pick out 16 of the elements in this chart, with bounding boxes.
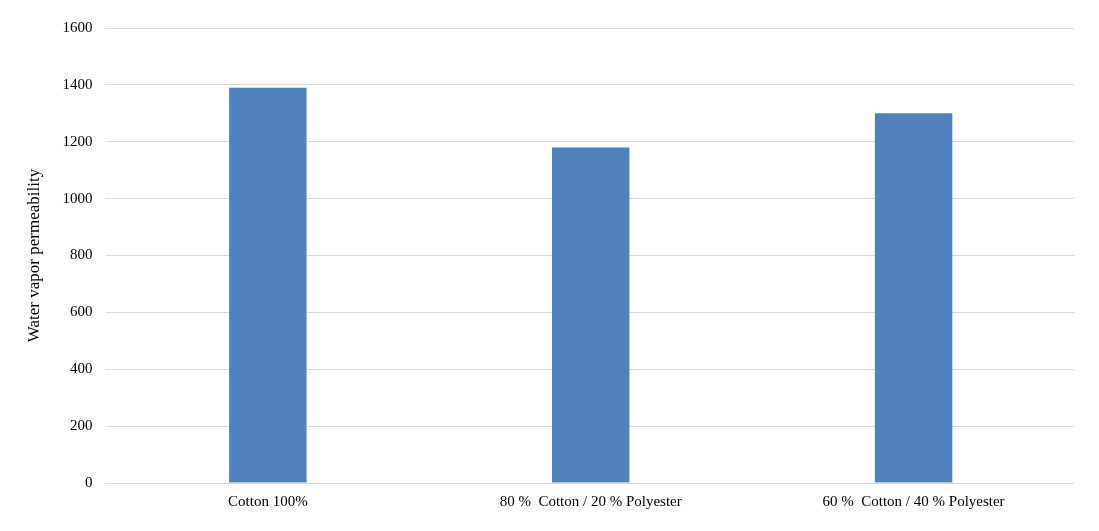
y-tick-label: 800 <box>69 246 93 263</box>
bar <box>229 87 307 483</box>
y-axis-title: Water vapor permeability <box>23 168 43 343</box>
x-tick-label: 60 % Cotton / 40 % Polyester <box>822 492 1005 509</box>
bar <box>551 147 630 483</box>
y-tick-label: 200 <box>69 417 93 434</box>
bar <box>874 113 953 483</box>
y-tick-label: 1600 <box>62 18 93 35</box>
y-tick-label: 0 <box>84 473 93 490</box>
y-tick-label: 400 <box>69 360 93 377</box>
y-tick-label: 1200 <box>62 132 93 149</box>
y-tick-label: 1000 <box>62 189 93 206</box>
y-tick-label: 600 <box>69 303 93 320</box>
x-tick-label: Cotton 100% <box>228 492 308 509</box>
y-tick-label: 1400 <box>62 75 93 92</box>
x-tick-label: 80 % Cotton / 20 % Polyester <box>499 492 682 509</box>
